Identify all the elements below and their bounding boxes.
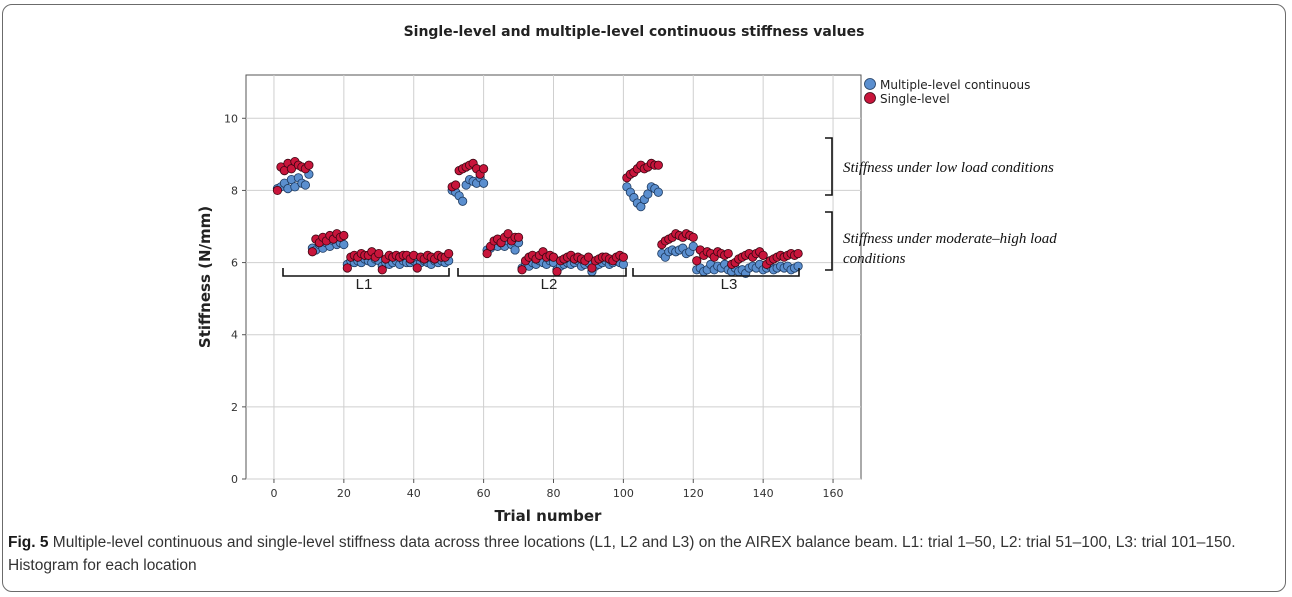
- y-tick-label: 0: [231, 473, 238, 486]
- point-multiple-level: [643, 189, 653, 199]
- point-single-level: [444, 248, 454, 259]
- point-single-level: [758, 250, 768, 260]
- annotation-low-load: Stiffness under low load conditions: [843, 160, 1054, 176]
- x-tick-label: 160: [823, 487, 844, 500]
- x-tick-label: 40: [407, 487, 421, 500]
- bracket-l1: [282, 268, 450, 277]
- point-single-level: [272, 185, 283, 196]
- y-tick-label: 4: [231, 329, 238, 342]
- bracket-low-load: [825, 137, 833, 196]
- y-tick-label: 8: [231, 184, 238, 197]
- location-label-l2: L2: [541, 276, 558, 293]
- point-single-level: [342, 263, 352, 273]
- x-tick-label: 80: [547, 487, 561, 500]
- axis-ticks: 0 20 40 60 80 100 120 140 160 0 2 4 6 8 10: [224, 112, 844, 500]
- x-tick-label: 20: [337, 487, 351, 500]
- point-multiple-level: [636, 202, 646, 212]
- location-label-l1: L1: [356, 276, 373, 293]
- point-multiple-level: [653, 187, 663, 197]
- point-multiple-level: [510, 245, 520, 255]
- y-tick-label: 6: [231, 257, 238, 270]
- x-axis-label: Trial number: [495, 507, 603, 525]
- caption-text: Multiple-level continuous and single-lev…: [8, 534, 1236, 574]
- point-multiple-level: [458, 196, 468, 206]
- point-single-level: [513, 232, 524, 242]
- x-tick-label: 0: [270, 487, 277, 500]
- chart-title: Single-level and multiple-level continuo…: [404, 24, 865, 40]
- bracket-moderate-load: [825, 211, 833, 271]
- point-single-level: [723, 248, 733, 259]
- point-single-level: [517, 265, 527, 275]
- location-label-l3: L3: [721, 276, 738, 293]
- point-single-level: [374, 248, 384, 259]
- bracket-l2: [457, 268, 627, 277]
- point-single-level: [552, 266, 562, 277]
- y-tick-label: 10: [224, 112, 238, 125]
- point-single-level: [688, 232, 698, 242]
- point-single-level: [339, 230, 349, 241]
- point-single-level: [618, 252, 628, 262]
- y-axis-label: Stiffness (N/mm): [196, 206, 214, 348]
- figure-caption: Fig. 5 Multiple-level continuous and sin…: [8, 531, 1278, 577]
- point-single-level: [587, 263, 597, 273]
- point-single-level: [653, 160, 663, 170]
- point-single-level: [451, 180, 461, 190]
- point-single-level: [692, 256, 702, 266]
- x-tick-label: 140: [753, 487, 774, 500]
- legend: Multiple-level continuous Single-level: [864, 78, 1030, 106]
- point-single-level: [479, 164, 489, 174]
- y-tick-label: 2: [231, 401, 238, 414]
- caption-label: Fig. 5: [8, 534, 49, 551]
- annotation-moderate-load-line1: Stiffness under moderate–high load: [843, 231, 1057, 247]
- point-multiple-level: [479, 178, 489, 188]
- point-multiple-level: [300, 180, 311, 190]
- point-multiple-level: [339, 239, 349, 250]
- data-points: [272, 156, 803, 278]
- point-single-level: [793, 248, 803, 259]
- location-brackets: [282, 137, 833, 277]
- legend-marker-single-level: [864, 92, 876, 104]
- x-tick-label: 100: [613, 487, 634, 500]
- point-single-level: [304, 160, 314, 170]
- point-single-level: [307, 247, 317, 257]
- legend-label-multiple-level: Multiple-level continuous: [880, 78, 1030, 92]
- x-tick-label: 60: [477, 487, 491, 500]
- point-single-level: [412, 263, 422, 273]
- annotation-moderate-load-line2: conditions: [843, 251, 906, 267]
- legend-label-single-level: Single-level: [880, 92, 950, 106]
- scatter-chart: Single-level and multiple-level continuo…: [196, 24, 1057, 525]
- figure-frame: [2, 4, 1286, 592]
- point-multiple-level: [793, 261, 803, 271]
- x-tick-label: 120: [683, 487, 704, 500]
- bracket-l3: [632, 268, 800, 277]
- point-single-level: [377, 265, 387, 275]
- point-single-level: [482, 248, 492, 259]
- legend-marker-multiple-level: [864, 78, 876, 90]
